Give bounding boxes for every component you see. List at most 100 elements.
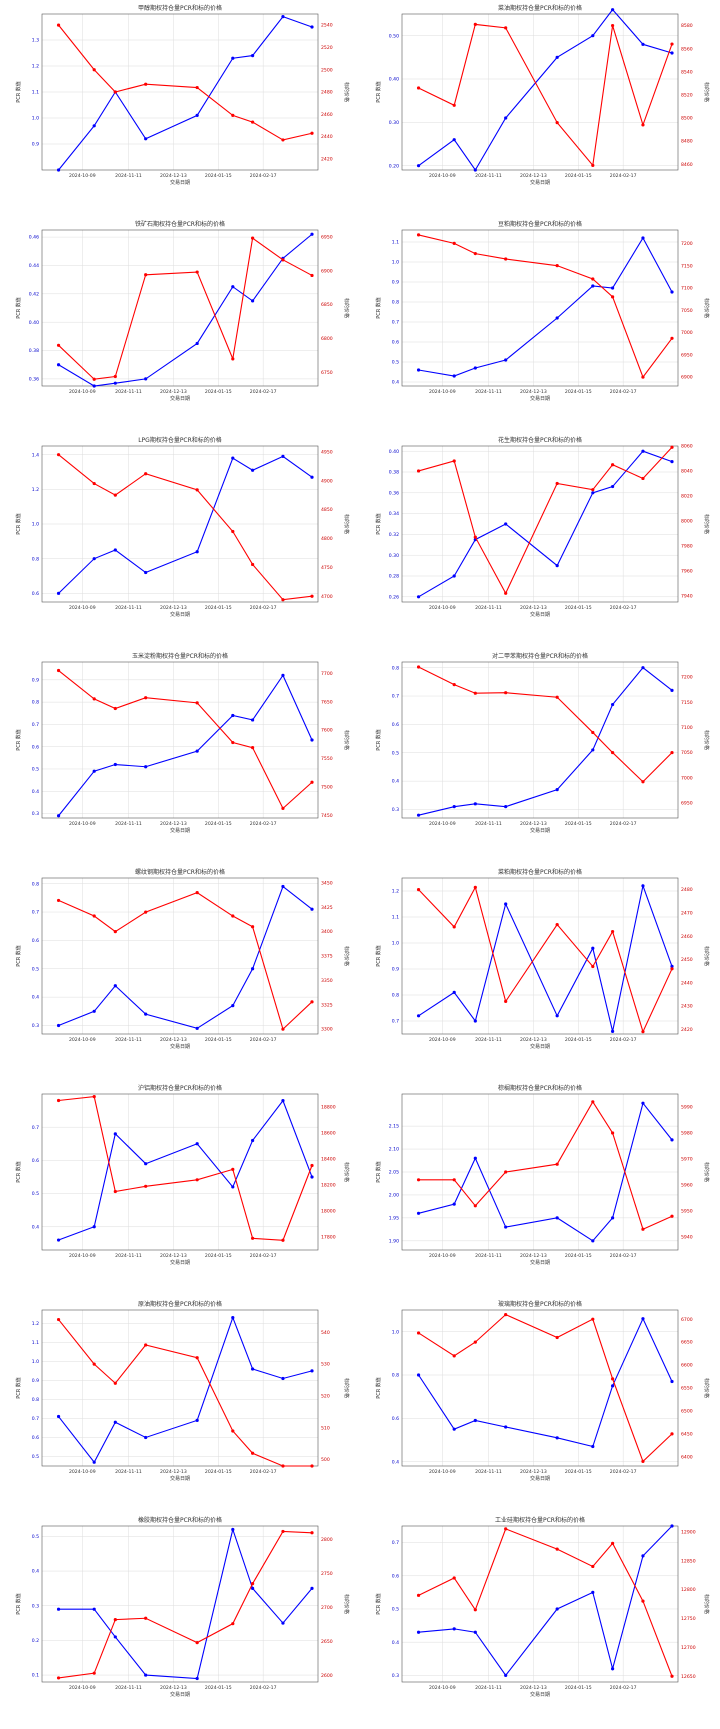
y2-tick-label: 540 bbox=[321, 1330, 330, 1336]
x-tick-label: 2024-12-13 bbox=[520, 821, 547, 827]
price-point bbox=[56, 668, 61, 673]
price-point bbox=[310, 273, 314, 278]
y-tick-label: 2.15 bbox=[389, 1124, 399, 1130]
y2-tick-label: 2450 bbox=[681, 957, 693, 963]
y-tick-label: 1.2 bbox=[392, 889, 399, 895]
price-point bbox=[92, 377, 96, 381]
pcr-point bbox=[251, 718, 255, 722]
y-tick-label: 0.30 bbox=[389, 553, 399, 559]
price-point bbox=[310, 1000, 314, 1004]
y2-tick-label: 7500 bbox=[321, 784, 333, 790]
x-axis-label: 交易日期 bbox=[170, 1043, 190, 1050]
x-tick-label: 2024-10-09 bbox=[429, 1685, 456, 1691]
pcr-point bbox=[310, 1586, 314, 1590]
x-tick-label: 2024-10-09 bbox=[429, 821, 456, 827]
x-tick-label: 2024-12-13 bbox=[160, 1037, 187, 1043]
price-point bbox=[231, 1622, 235, 1626]
x-tick-label: 2024-12-13 bbox=[520, 1037, 547, 1043]
x-axis-label: 交易日期 bbox=[170, 1691, 190, 1698]
y-tick-label: 0.3 bbox=[32, 1023, 39, 1029]
price-point bbox=[670, 445, 674, 449]
y-tick-label: 0.9 bbox=[32, 142, 39, 148]
pcr-point bbox=[231, 456, 235, 460]
y-tick-label: 0.26 bbox=[389, 594, 399, 600]
y-tick-label: 2.10 bbox=[389, 1147, 399, 1153]
price-point bbox=[310, 131, 314, 135]
plot-frame bbox=[41, 229, 319, 387]
y2-tick-label: 7550 bbox=[321, 756, 333, 762]
chart-panel: 菜粕期权持仓量PCR和标的价格 0.7 0.8 0.9 1.0 1.1 1.2 2420 243… bbox=[375, 868, 710, 1050]
y2-tick-label: 2700 bbox=[321, 1605, 333, 1611]
y2-tick-label: 8480 bbox=[681, 139, 693, 145]
y2-tick-label: 7650 bbox=[321, 699, 333, 705]
y-tick-label: 0.36 bbox=[29, 377, 39, 383]
y-tick-label: 1.0 bbox=[392, 941, 399, 947]
y-tick-label: 0.4 bbox=[32, 1569, 39, 1575]
x-tick-label: 2024-02-17 bbox=[610, 173, 637, 179]
chart-title: 工业硅期权持仓量PCR和标的价格 bbox=[495, 1516, 585, 1524]
y2-axis-label: 标的价格 bbox=[703, 730, 710, 750]
chart-panel: 玉米淀粉期权持仓量PCR和标的价格 0.3 0.4 0.5 0.6 0.7 0.8 0.9 74… bbox=[15, 652, 350, 834]
y-tick-label: 0.9 bbox=[32, 677, 39, 683]
price-point bbox=[670, 42, 674, 46]
x-tick-label: 2024-10-09 bbox=[429, 173, 456, 179]
pcr-point bbox=[641, 1101, 645, 1105]
x-axis-label: 交易日期 bbox=[530, 1259, 550, 1266]
price-point bbox=[504, 1312, 508, 1317]
chart-title: 螺纹钢期权持仓量PCR和标的价格 bbox=[135, 868, 225, 876]
y-tick-label: 0.50 bbox=[389, 33, 399, 39]
pcr-point bbox=[231, 1185, 235, 1189]
y-axis-label: PCR 数值 bbox=[15, 729, 22, 751]
y2-tick-label: 18400 bbox=[321, 1157, 336, 1163]
y2-tick-label: 12750 bbox=[681, 1616, 696, 1622]
chart-panel: 工业硅期权持仓量PCR和标的价格 0.3 0.4 0.5 0.6 0.7 12650 1270… bbox=[375, 1516, 710, 1698]
pcr-point bbox=[452, 990, 456, 994]
x-tick-label: 2024-02-17 bbox=[610, 1037, 637, 1043]
price-point bbox=[670, 967, 674, 971]
pcr-point bbox=[281, 884, 285, 889]
y2-tick-label: 6550 bbox=[681, 1386, 693, 1392]
y2-tick-label: 8040 bbox=[681, 469, 693, 475]
x-tick-label: 2024-11-11 bbox=[475, 173, 502, 179]
pcr-point bbox=[641, 42, 645, 46]
price-point bbox=[416, 469, 421, 473]
price-point bbox=[591, 1100, 595, 1104]
y2-tick-label: 17800 bbox=[321, 1235, 336, 1241]
pcr-point bbox=[555, 1607, 559, 1611]
x-tick-label: 2024-11-11 bbox=[475, 389, 502, 395]
y-tick-label: 0.8 bbox=[392, 300, 399, 306]
x-tick-label: 2024-12-13 bbox=[520, 1469, 547, 1475]
y-tick-label: 0.6 bbox=[32, 591, 39, 597]
y2-tick-label: 18200 bbox=[321, 1183, 336, 1189]
pcr-point bbox=[113, 548, 117, 552]
price-point bbox=[251, 746, 255, 750]
price-point bbox=[231, 1429, 235, 1433]
price-point bbox=[504, 257, 508, 261]
y2-tick-label: 2500 bbox=[321, 67, 333, 73]
y-axis-label: PCR 数值 bbox=[15, 297, 22, 319]
y-axis-label: PCR 数值 bbox=[375, 945, 382, 967]
x-tick-label: 2024-02-17 bbox=[610, 605, 637, 611]
y-axis-label: PCR 数值 bbox=[375, 297, 382, 319]
chart-panel: 原油期权持仓量PCR和标的价格 0.5 0.6 0.7 0.8 0.9 1.0 1.1 1.2 5… bbox=[15, 1300, 350, 1482]
chart-title: 菜油期权持仓量PCR和标的价格 bbox=[498, 4, 582, 12]
pcr-point bbox=[195, 749, 199, 753]
pcr-point bbox=[641, 449, 645, 453]
pcr-point bbox=[144, 1162, 148, 1166]
chart-title: 花生期权持仓量PCR和标的价格 bbox=[498, 436, 582, 444]
pcr-point bbox=[504, 1673, 508, 1677]
pcr-point bbox=[555, 55, 559, 59]
pcr-point bbox=[310, 25, 314, 29]
y2-tick-label: 7100 bbox=[681, 725, 693, 731]
price-point bbox=[231, 1167, 235, 1171]
x-tick-label: 2024-12-13 bbox=[160, 1469, 187, 1475]
pcr-point bbox=[56, 168, 61, 172]
y-tick-label: 0.32 bbox=[389, 532, 399, 538]
x-tick-label: 2024-01-15 bbox=[205, 389, 232, 395]
y2-tick-label: 3400 bbox=[321, 929, 333, 935]
pcr-point bbox=[641, 884, 645, 888]
pcr-point bbox=[416, 1373, 421, 1377]
price-point bbox=[452, 103, 456, 107]
pcr-point bbox=[113, 762, 117, 767]
x-tick-label: 2024-02-17 bbox=[610, 1253, 637, 1259]
